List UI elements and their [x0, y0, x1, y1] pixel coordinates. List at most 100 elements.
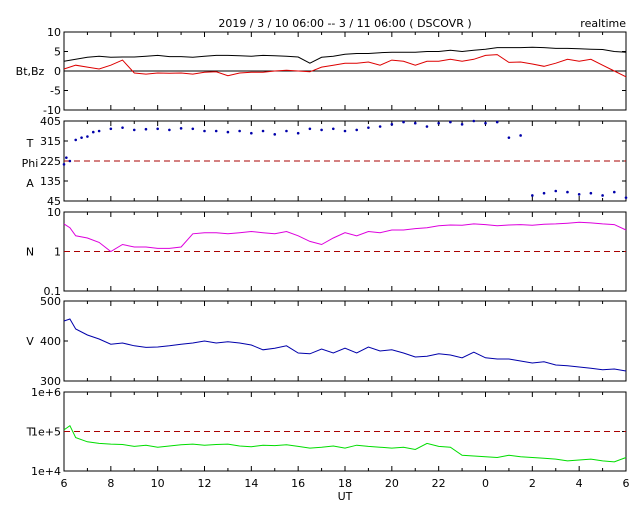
series-point-phi — [91, 130, 95, 134]
series-point-phi — [355, 128, 359, 132]
series-point-phi — [68, 159, 72, 163]
x-tick-label: 20 — [385, 477, 399, 490]
series-point-phi — [378, 125, 382, 128]
series-point-phi — [437, 121, 440, 125]
y-tick-label: 400 — [40, 335, 61, 348]
y-axis-label: T — [26, 426, 34, 439]
series-point-phi — [62, 163, 66, 166]
series-point-phi — [577, 193, 581, 196]
x-tick-label: 16 — [291, 477, 305, 490]
x-tick-label: 2 — [529, 477, 536, 490]
series-point-phi — [624, 196, 628, 199]
series-point-phi — [531, 194, 534, 197]
y-tick-label: 10 — [47, 26, 61, 39]
y-tick-label: 1e+5 — [31, 426, 61, 439]
series-point-phi — [65, 156, 68, 159]
series-point-phi — [80, 136, 83, 139]
series-point-phi — [425, 125, 429, 128]
y-axis-label: Bt,Bz — [16, 65, 45, 78]
x-tick-label: 22 — [432, 477, 446, 490]
series-point-phi — [168, 128, 171, 132]
series-point-phi — [214, 129, 218, 133]
realtime-label: realtime — [580, 17, 626, 30]
y-tick-label: 1 — [54, 246, 61, 259]
series-line-speed — [63, 318, 627, 372]
series-point-phi — [320, 128, 323, 132]
y-tick-label: 500 — [40, 295, 61, 308]
series-point-phi — [109, 127, 113, 131]
series-line-density — [63, 221, 627, 253]
series-point-phi — [203, 129, 206, 133]
y-tick-label: 315 — [40, 135, 61, 148]
series-point-phi — [273, 133, 277, 136]
series-point-phi — [402, 120, 405, 124]
series-point-phi — [601, 194, 604, 197]
series-point-phi — [566, 190, 569, 194]
y-tick-label: 10 — [47, 206, 61, 219]
y-axis-label: V — [26, 335, 34, 348]
y-tick-label: 1e+6 — [31, 386, 61, 399]
y-tick-label: 0 — [54, 65, 61, 78]
y-axis-label: Phi — [22, 157, 39, 170]
series-point-phi — [460, 123, 464, 126]
series-point-phi — [472, 119, 476, 123]
y-tick-label: -5 — [50, 85, 61, 98]
series-point-phi — [589, 191, 593, 195]
series-point-phi — [86, 135, 89, 138]
series-point-phi — [367, 126, 370, 129]
x-tick-label: 18 — [338, 477, 352, 490]
series-point-phi — [507, 136, 511, 139]
series-point-phi — [343, 129, 347, 133]
y-tick-label: 300 — [40, 375, 61, 388]
series-point-phi — [238, 129, 241, 133]
x-tick-label: 0 — [482, 477, 489, 490]
x-axis-label: UT — [338, 490, 353, 503]
series-point-phi — [132, 128, 136, 132]
series-point-phi — [97, 129, 101, 133]
x-tick-label: 4 — [576, 477, 583, 490]
x-tick-label: 6 — [623, 477, 630, 490]
panel-density: 10 1 0.1 N — [26, 206, 627, 298]
series-line-bz — [63, 54, 627, 78]
series-point-phi — [390, 123, 394, 126]
series-point-phi — [413, 121, 417, 125]
y-tick-label: 45 — [47, 195, 61, 208]
series-point-phi — [554, 189, 558, 193]
y-tick-label: 5 — [54, 46, 61, 59]
x-tick-label: 14 — [244, 477, 258, 490]
series-point-phi — [156, 127, 159, 131]
chart-panels: 10 5 0 -5 -10 Bt,Bz 405 315 225 135 45 T Phi A 10 1 0.1 N… — [16, 26, 628, 478]
series-point-phi — [144, 127, 148, 131]
panel-temperature: 1e+6 1e+5 1e+4 T — [26, 386, 627, 478]
series-point-phi — [495, 120, 499, 124]
x-tick-label: 6 — [61, 477, 68, 490]
series-point-phi — [331, 127, 335, 131]
y-axis-label: T — [26, 137, 34, 150]
series-point-phi — [179, 127, 183, 130]
y-tick-label: 405 — [40, 115, 61, 128]
series-point-phi — [519, 134, 522, 137]
series-point-phi — [308, 127, 312, 131]
y-axis-label: N — [26, 246, 34, 259]
series-point-phi — [296, 131, 300, 135]
series-point-phi — [542, 191, 546, 195]
y-tick-label: 1e+4 — [31, 465, 61, 478]
y-tick-label: 135 — [40, 175, 61, 188]
series-point-phi — [226, 130, 230, 134]
y-tick-label: 0.1 — [44, 285, 62, 298]
series-point-phi — [261, 129, 265, 133]
series-point-phi — [250, 131, 253, 135]
series-point-phi — [484, 121, 487, 125]
series-point-phi — [121, 126, 124, 129]
x-tick-label: 12 — [198, 477, 212, 490]
series-point-phi — [449, 120, 452, 124]
x-axis: 6 8 10 12 14 16 18 20 22 0 2 4 6 — [61, 477, 630, 490]
series-point-phi — [74, 138, 78, 142]
panel-mag: 10 5 0 -5 -10 Bt,Bz — [16, 26, 627, 117]
series-point-phi — [191, 127, 195, 131]
panel-speed: 500 400 300 V — [26, 295, 627, 388]
series-line-bt — [63, 46, 627, 64]
y-tick-label: 225 — [40, 155, 61, 168]
panel-frame — [63, 300, 627, 382]
y-tick-label: -10 — [43, 104, 61, 117]
